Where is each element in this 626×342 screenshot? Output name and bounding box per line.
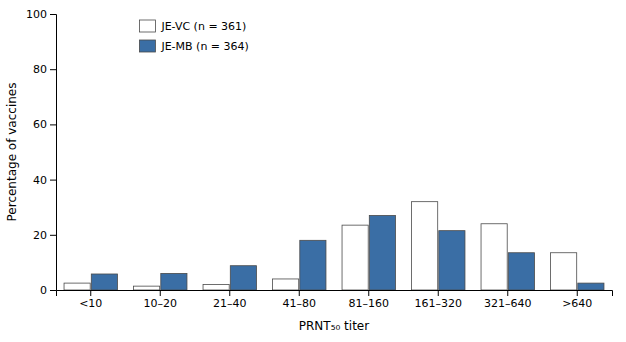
bar <box>481 224 507 290</box>
tick-mark <box>50 235 56 236</box>
bar <box>412 202 438 290</box>
tick-label: 10–20 <box>144 297 178 310</box>
chart: 0 20 40 60 80 100 <10 10–20 21–40 41–80 81–160 161–… <box>0 0 626 342</box>
tick-mark <box>50 290 56 291</box>
tick: 41–80 <box>283 290 317 310</box>
axis-line <box>50 15 57 291</box>
bar <box>91 274 117 290</box>
tick-label: 80 <box>33 63 47 76</box>
legend-item: JE-MB (n = 364) <box>139 40 248 53</box>
bar-series <box>64 202 577 290</box>
bar <box>230 266 256 290</box>
bar <box>161 273 187 290</box>
bar <box>134 286 160 290</box>
tick-label: >640 <box>562 297 592 310</box>
tick-mark <box>368 290 369 296</box>
tick-mark <box>577 290 578 296</box>
tick: 100 <box>26 8 56 21</box>
tick-mark <box>50 69 56 70</box>
bar <box>342 225 368 290</box>
tick: >640 <box>562 290 592 310</box>
legend-label: JE-MB (n = 364) <box>160 40 248 53</box>
tick-mark <box>507 290 508 296</box>
bar <box>369 215 395 290</box>
tick-label: 41–80 <box>283 297 317 310</box>
tick-mark <box>438 290 439 296</box>
tick-label: 40 <box>33 174 47 187</box>
tick-label: 321–640 <box>484 297 532 310</box>
tick: 161–320 <box>415 290 463 310</box>
tick-mark <box>50 180 56 181</box>
tick-label: 161–320 <box>415 297 463 310</box>
bar <box>508 253 534 290</box>
bar <box>578 283 604 290</box>
tick-mark <box>160 290 161 296</box>
x-axis: <10 10–20 21–40 41–80 81–160 161–320 321–640 >6… <box>57 290 613 310</box>
legend-swatch <box>139 40 155 52</box>
tick-label: 60 <box>33 118 47 131</box>
legend: JE-VC (n = 361) JE-MB (n = 364) <box>139 20 248 53</box>
bar-series <box>91 215 604 290</box>
tick: <10 <box>79 290 102 310</box>
tick: 20 <box>33 229 56 242</box>
legend-item: JE-VC (n = 361) <box>139 20 246 33</box>
tick: 60 <box>33 118 56 131</box>
tick-mark <box>90 290 91 296</box>
tick-label: 0 <box>40 284 47 297</box>
tick-mark <box>50 14 56 15</box>
plot: 0 20 40 60 80 100 <10 10–20 21–40 41–80 81–160 161–… <box>26 8 613 310</box>
tick: 321–640 <box>484 290 532 310</box>
legend-swatch <box>139 20 155 32</box>
y-axis-title: Percentage of vaccines <box>5 83 19 222</box>
tick: 0 <box>40 284 56 297</box>
legend-label: JE-VC (n = 361) <box>160 20 246 33</box>
tick: 10–20 <box>144 290 178 310</box>
bar <box>551 253 577 290</box>
bar <box>300 240 326 290</box>
bar <box>203 284 229 290</box>
tick-mark <box>299 290 300 296</box>
tick-label: <10 <box>79 297 102 310</box>
tick-mark <box>229 290 230 296</box>
tick-mark <box>50 124 56 125</box>
bars <box>64 202 604 290</box>
tick-label: 20 <box>33 229 47 242</box>
tick-label: 100 <box>26 8 47 21</box>
bar <box>439 231 465 290</box>
axis-line <box>57 291 613 297</box>
x-axis-title: PRNT₅₀ titer <box>299 319 369 333</box>
tick-label: 21–40 <box>213 297 247 310</box>
tick: 21–40 <box>213 290 247 310</box>
tick: 81–160 <box>349 290 390 310</box>
chart-container: 0 20 40 60 80 100 <10 10–20 21–40 41–80 81–160 161–… <box>0 0 626 342</box>
bar <box>64 283 90 290</box>
y-axis: 0 20 40 60 80 100 <box>26 8 57 297</box>
tick: 40 <box>33 174 56 187</box>
tick: 80 <box>33 63 56 76</box>
bar <box>273 279 299 290</box>
tick-label: 81–160 <box>349 297 390 310</box>
